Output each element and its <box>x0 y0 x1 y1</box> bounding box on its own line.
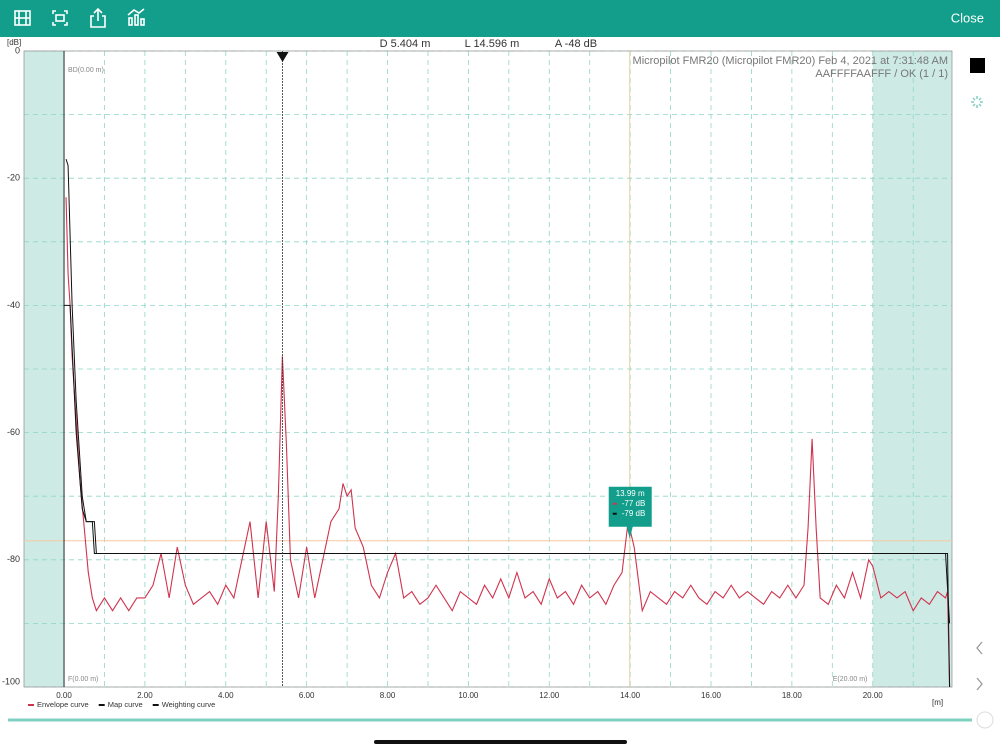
tooltip-value: -79 dB <box>622 509 646 518</box>
x-tick-label: 10.00 <box>458 691 479 700</box>
y-tick-label: -20 <box>7 173 20 183</box>
cursor-handle <box>276 52 289 62</box>
curve <box>65 197 951 688</box>
x-tick-label: 12.00 <box>539 691 560 700</box>
share-icon[interactable] <box>90 7 106 28</box>
close-button[interactable]: Close <box>951 10 984 25</box>
x-tick-label: 16.00 <box>701 691 722 700</box>
readout: L 14.596 m <box>465 38 520 50</box>
x-tick-label: 8.00 <box>380 691 396 700</box>
chart-icon[interactable] <box>127 8 145 26</box>
y-tick-label: -80 <box>7 554 20 564</box>
y-tick-label: -40 <box>7 300 20 310</box>
previous-arrow[interactable] <box>976 641 983 655</box>
toolbar <box>0 0 1000 37</box>
x-tick-label: 14.00 <box>620 691 641 700</box>
y-tick-label: 0 <box>15 45 20 55</box>
plot-frame <box>23 50 953 688</box>
x-tick-label: 0.00 <box>56 691 72 700</box>
range-marker: E(20.00 m) <box>833 676 868 683</box>
x-tick-label: 2.00 <box>137 691 153 700</box>
x-tick-label: 4.00 <box>218 691 234 700</box>
y-tick-label: -60 <box>7 427 20 437</box>
stop-icon[interactable] <box>970 58 985 73</box>
progress-thumb[interactable] <box>976 711 994 729</box>
x-tick-label: 20.00 <box>863 691 884 700</box>
range-marker: F(0.00 m) <box>68 676 98 683</box>
film-icon[interactable] <box>14 10 31 26</box>
x-tick-label: 18.00 <box>782 691 803 700</box>
curve <box>64 304 951 688</box>
tooltip-value: -77 dB <box>622 499 646 508</box>
loading-spinner <box>971 96 983 108</box>
legend-label: Envelope curve <box>37 700 89 709</box>
x-tick-label: 6.00 <box>299 691 315 700</box>
blocking-region <box>872 51 952 687</box>
next-arrow[interactable] <box>976 677 983 691</box>
range-marker: BD(0.00 m) <box>68 67 104 74</box>
device-info: Micropilot FMR20 (Micropilot FMR20) Feb … <box>633 55 948 67</box>
tooltip-distance: 13.99 m <box>616 489 645 498</box>
legend-label: Map curve <box>108 700 143 709</box>
readout: A -48 dB <box>555 38 597 50</box>
y-unit: [dB] <box>7 38 21 47</box>
screenshot-icon[interactable] <box>52 10 68 26</box>
home-indicator <box>374 740 627 744</box>
tooltip-box <box>608 486 652 539</box>
x-unit: [m] <box>932 698 943 707</box>
readout: D 5.404 m <box>380 38 431 50</box>
y-tick-label: -100 <box>2 676 20 686</box>
chart: -100 -80 -60 -40 -20 0 0.00 2.00 4.00 6.00 8.00 10.… <box>2 38 953 709</box>
legend-label: Weighting curve <box>162 700 216 709</box>
device-info: AAFFFFAAFFF / OK (1 / 1) <box>815 68 948 80</box>
